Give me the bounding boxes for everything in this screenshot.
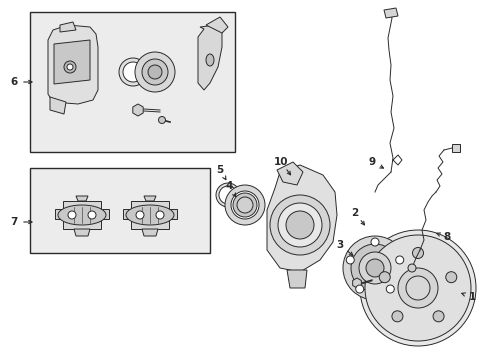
Text: 10: 10	[273, 157, 287, 167]
Circle shape	[378, 272, 389, 283]
Text: 8: 8	[443, 232, 450, 242]
Circle shape	[278, 203, 321, 247]
Circle shape	[156, 211, 163, 219]
Circle shape	[342, 236, 406, 300]
Circle shape	[67, 64, 73, 70]
Circle shape	[68, 211, 76, 219]
Circle shape	[219, 186, 237, 204]
Circle shape	[216, 183, 240, 207]
Text: 1: 1	[468, 292, 475, 302]
Text: 5: 5	[216, 165, 223, 175]
Ellipse shape	[205, 54, 214, 66]
Circle shape	[64, 61, 76, 73]
Circle shape	[237, 197, 252, 213]
Circle shape	[119, 58, 147, 86]
Text: 3: 3	[336, 240, 343, 250]
Polygon shape	[76, 196, 88, 201]
Text: 9: 9	[367, 157, 375, 167]
Text: 7: 7	[10, 217, 18, 227]
Circle shape	[412, 248, 423, 258]
Polygon shape	[383, 8, 397, 18]
Polygon shape	[142, 229, 158, 236]
Circle shape	[395, 256, 403, 264]
Polygon shape	[276, 162, 303, 185]
Circle shape	[407, 264, 415, 272]
Bar	[55, 209, 63, 219]
Polygon shape	[286, 270, 306, 288]
Circle shape	[269, 195, 329, 255]
Ellipse shape	[58, 205, 106, 225]
Bar	[451, 144, 459, 152]
Circle shape	[405, 276, 429, 300]
Polygon shape	[54, 40, 90, 84]
Circle shape	[123, 62, 142, 82]
Polygon shape	[352, 278, 361, 288]
Circle shape	[365, 259, 383, 277]
Bar	[123, 209, 131, 219]
Circle shape	[358, 252, 390, 284]
Polygon shape	[198, 25, 222, 90]
Circle shape	[432, 311, 443, 322]
Text: 2: 2	[351, 208, 358, 218]
Polygon shape	[266, 165, 336, 272]
Polygon shape	[48, 25, 98, 104]
Bar	[63, 201, 101, 229]
Circle shape	[285, 211, 313, 239]
Circle shape	[397, 268, 437, 308]
Ellipse shape	[126, 205, 174, 225]
Bar	[131, 201, 169, 229]
Circle shape	[224, 185, 264, 225]
Polygon shape	[143, 196, 156, 201]
Bar	[101, 209, 109, 219]
Circle shape	[158, 117, 165, 123]
Circle shape	[391, 311, 402, 322]
Circle shape	[346, 256, 353, 264]
Circle shape	[359, 230, 475, 346]
Circle shape	[148, 65, 162, 79]
Polygon shape	[50, 97, 66, 114]
Circle shape	[142, 59, 168, 85]
Polygon shape	[133, 104, 143, 116]
Circle shape	[364, 235, 470, 341]
Circle shape	[386, 285, 393, 293]
Bar	[30, 12, 235, 152]
Bar	[169, 209, 177, 219]
Circle shape	[135, 52, 175, 92]
Polygon shape	[74, 229, 90, 236]
Circle shape	[370, 238, 378, 246]
Polygon shape	[60, 22, 76, 32]
Text: 4: 4	[225, 181, 232, 191]
Circle shape	[355, 285, 363, 293]
Circle shape	[445, 272, 456, 283]
Circle shape	[136, 211, 143, 219]
Circle shape	[232, 193, 257, 217]
Circle shape	[88, 211, 96, 219]
Bar	[30, 168, 209, 253]
Text: 6: 6	[10, 77, 18, 87]
Circle shape	[230, 191, 259, 219]
Circle shape	[350, 244, 398, 292]
Polygon shape	[205, 17, 227, 33]
